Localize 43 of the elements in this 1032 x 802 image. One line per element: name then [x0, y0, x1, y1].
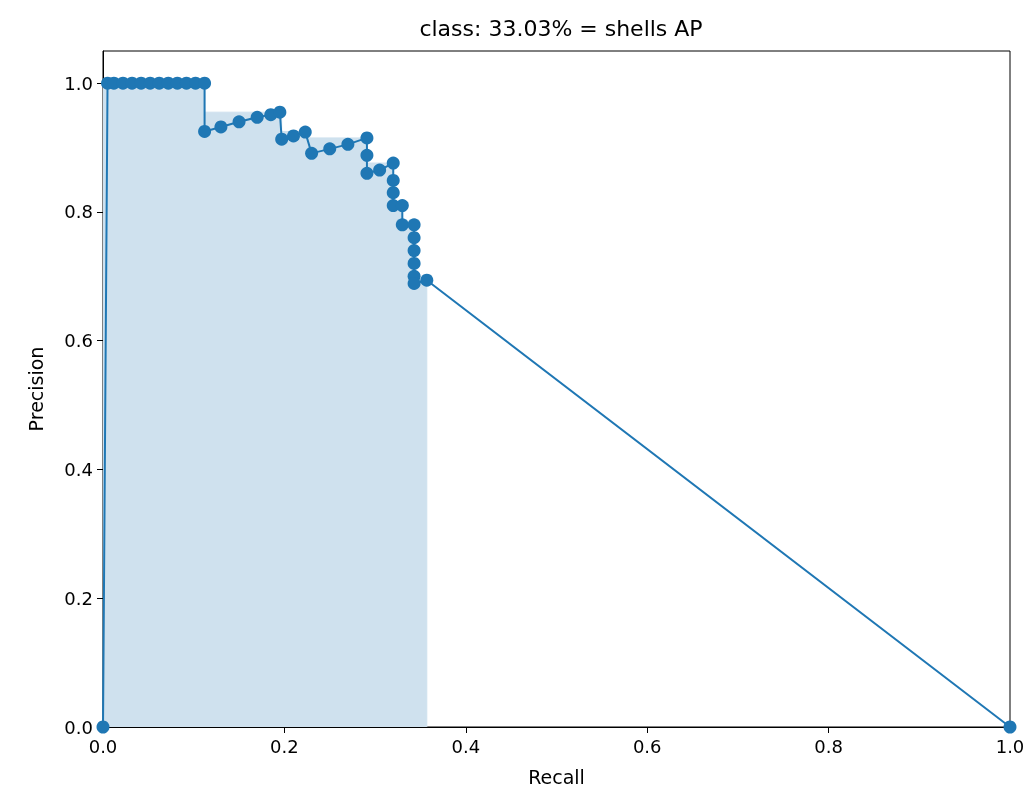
- point: [250, 110, 264, 124]
- y-axis-title: Precision: [24, 346, 47, 432]
- point: [96, 720, 110, 734]
- point: [305, 146, 319, 160]
- point: [275, 132, 289, 146]
- chart-title: class: 33.03% = shells AP: [419, 15, 703, 41]
- point: [395, 218, 409, 232]
- x-tick-label: 0.2: [270, 735, 299, 757]
- point: [323, 142, 337, 156]
- point: [386, 156, 400, 170]
- point: [232, 115, 246, 129]
- y-tick-label: 0.6: [64, 330, 93, 352]
- x-tick-label: 0.4: [451, 735, 481, 757]
- x-tick-label: 1.0: [995, 735, 1025, 757]
- point: [298, 125, 312, 139]
- point: [286, 129, 300, 143]
- x-tick-label: 0.0: [88, 735, 118, 757]
- point: [273, 105, 287, 119]
- point: [360, 131, 374, 145]
- x-axis-title: Recall: [528, 765, 585, 788]
- point: [360, 166, 374, 180]
- x-tick-label: 0.6: [632, 735, 662, 757]
- point: [407, 218, 421, 232]
- point: [341, 137, 355, 151]
- x-tick-label: 0.8: [814, 735, 843, 757]
- y-tick-label: 1.0: [64, 72, 93, 94]
- point: [386, 186, 400, 200]
- y-tick-label: 0.0: [64, 716, 93, 738]
- point: [360, 148, 374, 162]
- point: [386, 173, 400, 187]
- point: [198, 124, 212, 138]
- point: [198, 76, 212, 90]
- point: [395, 199, 409, 213]
- point: [407, 256, 421, 270]
- point: [373, 163, 387, 177]
- y-tick-label: 0.4: [64, 458, 93, 480]
- y-tick-label: 0.8: [64, 201, 93, 223]
- point: [420, 273, 434, 287]
- point: [407, 231, 421, 245]
- point: [407, 244, 421, 258]
- point: [214, 120, 228, 134]
- y-tick-label: 0.2: [64, 587, 93, 609]
- point: [1003, 720, 1017, 734]
